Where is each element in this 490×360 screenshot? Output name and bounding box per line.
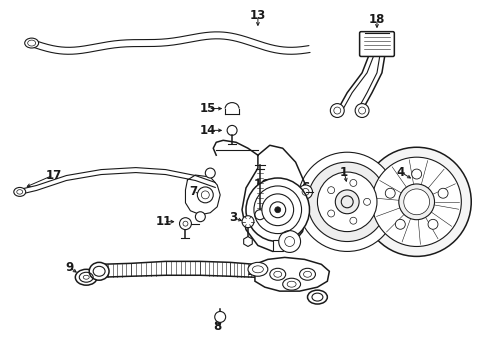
Ellipse shape xyxy=(299,268,316,280)
Circle shape xyxy=(404,189,430,215)
Polygon shape xyxy=(255,257,329,291)
Text: 11: 11 xyxy=(155,215,172,228)
Circle shape xyxy=(399,184,435,220)
Text: 7: 7 xyxy=(189,185,197,198)
Circle shape xyxy=(364,198,370,205)
Text: 13: 13 xyxy=(250,9,266,22)
Circle shape xyxy=(255,210,265,220)
Circle shape xyxy=(350,217,357,224)
Circle shape xyxy=(242,216,254,228)
Text: 15: 15 xyxy=(200,102,217,115)
Circle shape xyxy=(215,311,226,323)
Circle shape xyxy=(328,210,335,217)
Circle shape xyxy=(262,194,294,226)
Circle shape xyxy=(335,190,359,214)
Circle shape xyxy=(179,218,192,230)
Circle shape xyxy=(372,157,461,247)
Circle shape xyxy=(385,188,395,198)
Circle shape xyxy=(428,219,438,229)
Ellipse shape xyxy=(283,278,300,290)
Circle shape xyxy=(330,104,344,117)
Circle shape xyxy=(279,231,300,252)
Circle shape xyxy=(412,169,421,179)
Ellipse shape xyxy=(89,262,109,280)
Text: 16: 16 xyxy=(254,179,270,192)
Text: 2: 2 xyxy=(283,233,291,246)
Circle shape xyxy=(196,212,205,222)
Circle shape xyxy=(395,219,405,229)
Circle shape xyxy=(355,104,369,117)
Circle shape xyxy=(362,147,471,256)
Text: 14: 14 xyxy=(200,124,217,137)
Text: 12: 12 xyxy=(247,265,263,278)
Ellipse shape xyxy=(248,262,268,276)
Circle shape xyxy=(308,162,387,242)
Ellipse shape xyxy=(308,290,327,304)
Text: 5: 5 xyxy=(286,278,294,291)
Circle shape xyxy=(297,152,397,251)
Ellipse shape xyxy=(270,268,286,280)
Circle shape xyxy=(197,187,213,203)
Ellipse shape xyxy=(75,269,97,285)
Text: 9: 9 xyxy=(65,261,74,274)
Circle shape xyxy=(246,178,310,242)
Circle shape xyxy=(438,188,448,198)
Text: 8: 8 xyxy=(213,320,221,333)
Circle shape xyxy=(205,168,215,178)
Text: 18: 18 xyxy=(369,13,385,26)
Circle shape xyxy=(227,125,237,135)
Circle shape xyxy=(298,185,313,199)
Circle shape xyxy=(350,180,357,186)
Circle shape xyxy=(318,172,377,231)
Text: 6: 6 xyxy=(301,181,310,194)
Text: 1: 1 xyxy=(340,166,348,179)
FancyBboxPatch shape xyxy=(360,32,394,57)
Text: 3: 3 xyxy=(229,211,237,224)
FancyBboxPatch shape xyxy=(273,239,283,251)
Ellipse shape xyxy=(14,188,25,196)
Text: 10: 10 xyxy=(309,291,325,303)
Circle shape xyxy=(275,207,281,213)
Text: 4: 4 xyxy=(397,166,405,179)
Circle shape xyxy=(328,187,335,194)
Text: 17: 17 xyxy=(46,168,62,181)
Ellipse shape xyxy=(24,38,39,48)
